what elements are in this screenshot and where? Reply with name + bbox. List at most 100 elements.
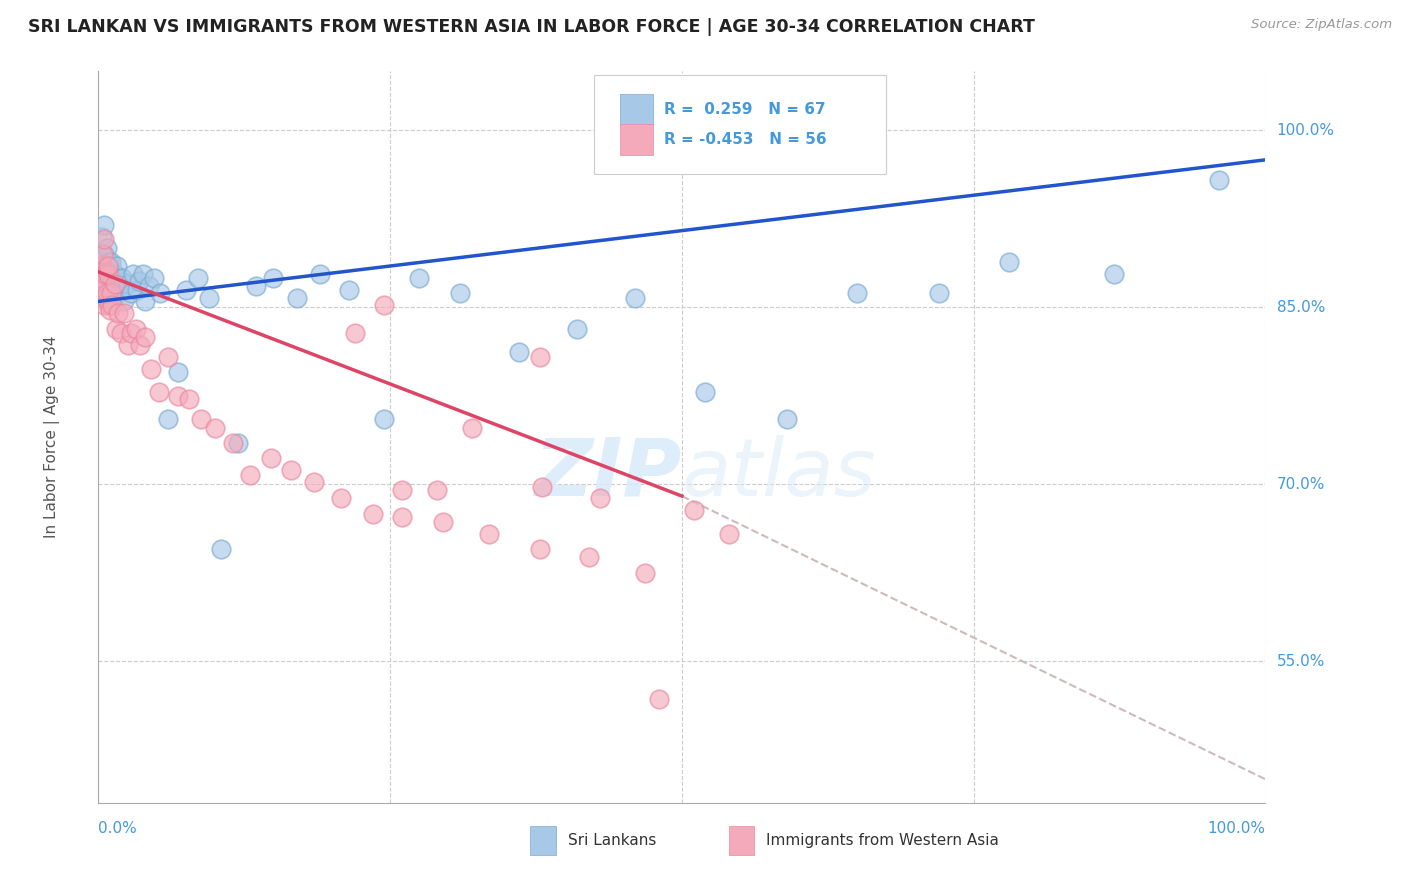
- Point: [846, 286, 869, 301]
- Point: [478, 526, 501, 541]
- Point: [91, 247, 114, 261]
- Point: [93, 247, 115, 261]
- Bar: [620, 124, 652, 154]
- Point: [330, 491, 353, 506]
- Bar: [620, 94, 652, 125]
- Text: Immigrants from Western Asia: Immigrants from Western Asia: [766, 833, 998, 848]
- Text: Source: ZipAtlas.com: Source: ZipAtlas.com: [1251, 18, 1392, 31]
- Point: [239, 467, 262, 482]
- Point: [90, 270, 112, 285]
- FancyBboxPatch shape: [595, 75, 886, 174]
- Point: [98, 267, 121, 281]
- Text: 85.0%: 85.0%: [1277, 300, 1324, 315]
- Point: [108, 286, 131, 301]
- Point: [149, 286, 172, 301]
- Point: [91, 288, 114, 302]
- Point: [117, 338, 139, 352]
- Point: [104, 277, 127, 291]
- Point: [120, 286, 142, 301]
- Point: [928, 286, 950, 301]
- Point: [97, 259, 120, 273]
- Point: [103, 286, 125, 301]
- Point: [337, 283, 360, 297]
- Point: [166, 389, 188, 403]
- Point: [96, 262, 118, 277]
- Point: [104, 267, 127, 281]
- Point: [112, 294, 135, 309]
- Point: [245, 279, 267, 293]
- Text: In Labor Force | Age 30-34: In Labor Force | Age 30-34: [44, 335, 59, 539]
- Point: [373, 412, 395, 426]
- Point: [157, 350, 180, 364]
- Bar: [728, 826, 754, 855]
- Point: [432, 515, 454, 529]
- Point: [128, 274, 150, 288]
- Point: [93, 277, 115, 291]
- Point: [120, 326, 142, 341]
- Point: [129, 338, 152, 352]
- Point: [98, 283, 121, 297]
- Point: [198, 291, 221, 305]
- Point: [139, 361, 162, 376]
- Point: [529, 350, 551, 364]
- Point: [187, 270, 209, 285]
- Point: [426, 483, 449, 498]
- Point: [100, 255, 122, 269]
- Point: [682, 503, 704, 517]
- Point: [391, 483, 413, 498]
- Point: [101, 298, 124, 312]
- Point: [122, 267, 145, 281]
- Point: [91, 262, 114, 277]
- Point: [97, 255, 120, 269]
- Point: [221, 436, 243, 450]
- Point: [96, 286, 118, 301]
- Point: [209, 542, 232, 557]
- Point: [530, 480, 553, 494]
- Text: 100.0%: 100.0%: [1277, 123, 1334, 138]
- Point: [624, 291, 647, 305]
- Point: [97, 291, 120, 305]
- Point: [143, 270, 166, 285]
- Point: [309, 267, 332, 281]
- Text: 70.0%: 70.0%: [1277, 476, 1324, 491]
- Point: [134, 330, 156, 344]
- Point: [90, 229, 112, 244]
- Point: [647, 692, 669, 706]
- Point: [373, 298, 395, 312]
- Point: [100, 286, 122, 301]
- Point: [589, 491, 612, 506]
- Point: [97, 298, 120, 312]
- Point: [101, 270, 124, 285]
- Point: [262, 270, 284, 285]
- Point: [578, 550, 600, 565]
- Point: [97, 270, 120, 285]
- Point: [98, 302, 121, 317]
- Point: [110, 326, 132, 341]
- Point: [228, 436, 250, 450]
- Point: [94, 286, 117, 301]
- Point: [90, 253, 112, 268]
- Point: [117, 277, 139, 291]
- Point: [94, 267, 117, 281]
- Point: [285, 291, 308, 305]
- Point: [695, 385, 717, 400]
- Point: [104, 321, 127, 335]
- Point: [529, 542, 551, 557]
- Point: [93, 298, 115, 312]
- Point: [148, 385, 170, 400]
- Point: [111, 270, 134, 285]
- Point: [179, 392, 201, 407]
- Point: [260, 451, 283, 466]
- Point: [204, 420, 226, 434]
- Point: [97, 267, 120, 281]
- Point: [93, 218, 115, 232]
- Text: 100.0%: 100.0%: [1208, 821, 1265, 836]
- Point: [157, 412, 180, 426]
- Point: [304, 475, 326, 489]
- Point: [104, 277, 127, 291]
- Text: 55.0%: 55.0%: [1277, 654, 1324, 669]
- Point: [97, 274, 120, 288]
- Point: [166, 365, 188, 379]
- Point: [105, 259, 128, 273]
- Point: [1102, 267, 1125, 281]
